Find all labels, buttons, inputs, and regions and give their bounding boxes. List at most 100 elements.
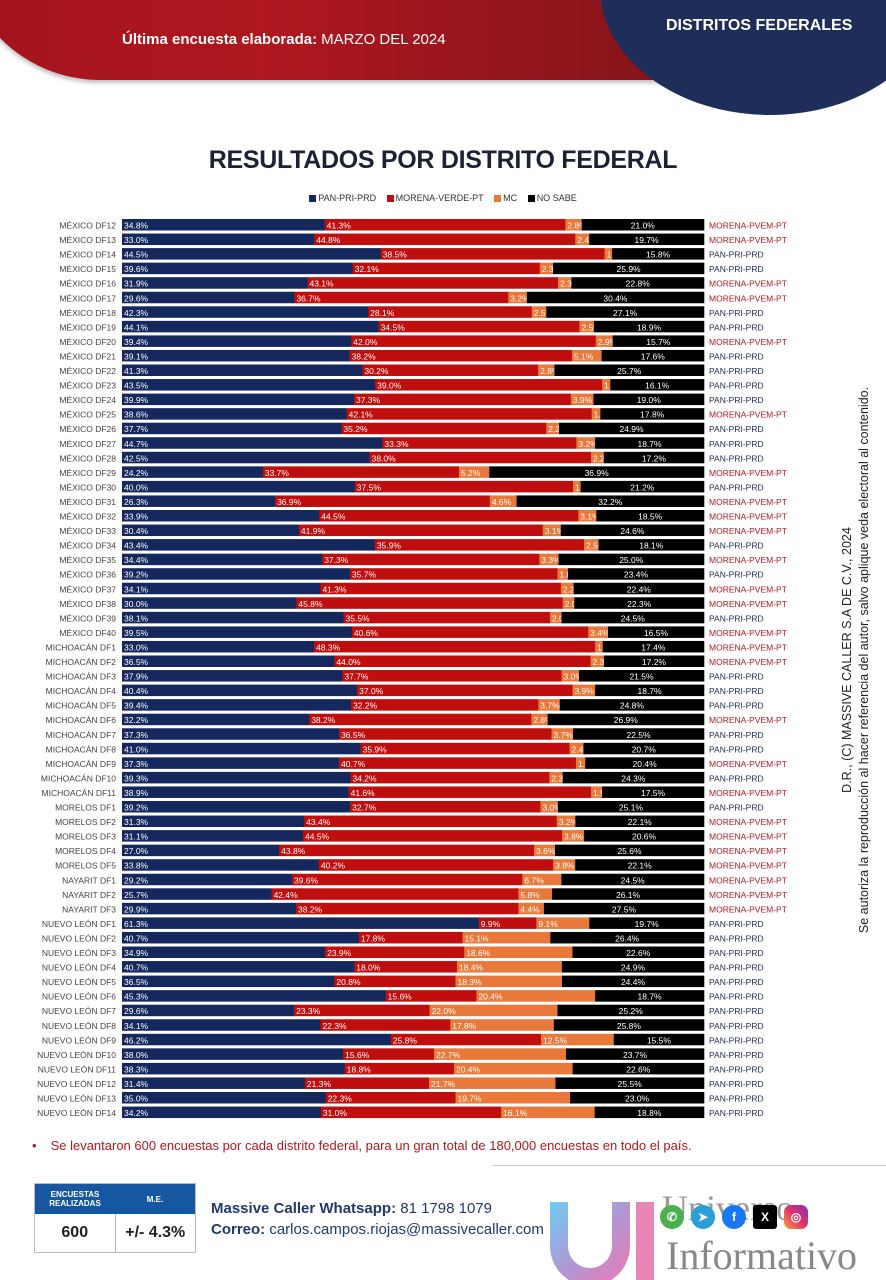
data-label-nosabe: 16.1% (645, 381, 670, 391)
data-label-nosabe: 21.0% (631, 221, 656, 231)
bar-segment-pan (122, 946, 326, 958)
data-label-mc: 5.1% (574, 351, 594, 361)
bar-segment-morena (357, 684, 573, 697)
bar-segment-pan (122, 320, 379, 333)
district-label: MORELOS DF2 (55, 817, 116, 827)
data-label-morena: 41.9% (301, 526, 326, 536)
data-label-nosabe: 23.0% (625, 1094, 650, 1104)
data-label-mc: 21.7% (431, 1079, 456, 1089)
bar-segment-mc (549, 771, 564, 784)
telegram-icon[interactable]: ➤ (691, 1205, 715, 1229)
email-address[interactable]: carlos.campos.riojas@massivecaller.com (269, 1221, 544, 1238)
district-label: MICHOACÁN DF6 (46, 715, 117, 725)
facebook-icon[interactable]: f (722, 1205, 746, 1229)
district-label: MICHOACÁN DF4 (46, 686, 117, 696)
whatsapp-icon[interactable]: ✆ (660, 1205, 684, 1229)
data-label-mc: 2.5% (586, 541, 606, 551)
bar-segment-nosabe (557, 1004, 705, 1017)
bar-segment-mc (595, 335, 613, 347)
bar-segment-mc (456, 961, 563, 973)
data-label-morena: 31.0% (323, 1108, 348, 1118)
data-label-morena: 36.5% (341, 730, 366, 740)
data-label-morena: 45.8% (298, 599, 323, 609)
bar-segment-nosabe (607, 626, 705, 638)
bar-segment-pan (122, 801, 351, 813)
surveys-header: ENCUESTAS REALIZADAS (49, 1190, 101, 1208)
data-label-nosabe: 18.1% (639, 541, 664, 551)
bar-segment-nosabe (578, 670, 705, 682)
chart-row: MÉXICO DF20 39.4% 42.0% 2.9% 15.7% MORENA-PVE… (59, 335, 787, 347)
bar-segment-morena (346, 408, 592, 420)
bar-segment-nosabe (572, 1062, 705, 1075)
bar-segment-morena (362, 364, 539, 376)
winner-label: MORENA-PVEM-PT (709, 861, 787, 871)
bar-segment-mc (602, 379, 611, 391)
winner-label: MORENA-PVEM-PT (709, 715, 787, 725)
chart-row: MÉXICO DF28 42.5% 38.0% 2.2% 17.2% PAN-PRI-PR… (59, 451, 764, 464)
data-label-mc: 15.1% (464, 933, 489, 943)
data-label-pan: 44.1% (124, 322, 149, 332)
bar-segment-mc (455, 1092, 571, 1104)
data-label-pan: 33.0% (124, 642, 149, 652)
data-label-mc: 3.8% (564, 832, 584, 842)
bar-segment-pan (122, 873, 293, 886)
data-label-mc: 18.4% (459, 963, 484, 973)
chart-row: MÉXICO DF3639.2%35.7%1.8%23.4%PAN-PRI-PR… (59, 568, 764, 580)
winner-label: PAN-PRI-PRD (709, 264, 764, 274)
district-label: MÉXICO DF17 (59, 293, 116, 303)
bar-segment-nosabe (557, 801, 705, 813)
email-label: Correo: (211, 1221, 266, 1238)
bar-segment-nosabe (612, 248, 705, 260)
data-label-pan: 32.2% (124, 715, 149, 725)
margin-error-value: +/- 4.3% (114, 1214, 196, 1252)
chart-row: MÉXICO DF34 43.4% 35.9% 2.5% 18.1% PAN-PRI-PR… (59, 539, 764, 551)
data-label-pan: 31.9% (124, 279, 149, 289)
bar-segment-mc (590, 451, 605, 464)
winner-label: PAN-PRI-PRD (709, 686, 764, 696)
chart-row: MORELOS DF1 39.2% 32.7% 3.0% 25.1% PAN-PRI-PR… (55, 801, 764, 813)
data-label-nosabe: 25.1% (619, 803, 644, 813)
bar-segment-morena (385, 990, 477, 1002)
data-label-nosabe: 25.0% (619, 555, 644, 565)
data-label-morena: 34.5% (381, 322, 406, 332)
x-icon[interactable]: X (753, 1205, 777, 1229)
bar-segment-pan (122, 437, 383, 449)
bar-segment-pan (122, 306, 369, 318)
data-label-morena: 44.5% (305, 832, 330, 842)
data-label-morena: 15.6% (345, 1050, 370, 1060)
bar-segment-morena (279, 844, 535, 857)
bar-segment-pan (122, 1048, 344, 1060)
bar-segment-pan (122, 539, 376, 551)
header-red-banner (0, 0, 720, 80)
bar-segment-mc (538, 364, 555, 376)
data-label-nosabe: 15.7% (646, 337, 671, 347)
district-label: MÉXICO DF22 (59, 366, 116, 376)
chart-row: NUEVO LEÓN DF9 46.2% 25.8% 12.5% 15.5% PAN-PR… (42, 1033, 764, 1046)
district-label: MÉXICO DF20 (59, 337, 116, 347)
district-label: NUEVO LEÓN DF1 (42, 919, 116, 929)
district-label: MICHOACÁN DF7 (46, 730, 117, 740)
bar-segment-morena (382, 437, 577, 449)
bar-segment-morena (352, 262, 541, 275)
data-label-nosabe: 17.8% (640, 410, 665, 420)
data-label-pan: 40.0% (124, 482, 149, 492)
whatsapp-number[interactable]: 81 1798 1079 (400, 1200, 492, 1217)
data-label-pan: 29.2% (124, 875, 149, 885)
data-label-mc: 20.4% (478, 992, 503, 1002)
data-label-mc: 3.6% (536, 846, 556, 856)
instagram-icon[interactable]: ◎ (784, 1205, 808, 1229)
chart-row: MÉXICO DF22 41.3% 30.2% 2.8% 25.7% PAN-PRI-PR… (59, 364, 764, 376)
data-label-nosabe: 17.5% (641, 788, 666, 798)
data-label-morena: 18.0% (356, 963, 381, 973)
data-label-mc: 12.5% (543, 1035, 568, 1045)
data-label-mc: 3.2% (559, 817, 579, 827)
data-label-mc: 16.1% (503, 1108, 528, 1118)
bar-segment-mc (540, 801, 559, 813)
chart-row: MÉXICO DF24 39.9% 37.3% 3.9% 19.0% PAN-PRI-PR… (59, 393, 764, 406)
bar-segment-nosabe (559, 699, 705, 711)
bar-segment-morena (314, 640, 596, 653)
bar-segment-mc (542, 524, 562, 537)
chart-row: MÉXICO DF32 33.9% 44.5% 3.1% 18.5% MORENA-PVE… (59, 510, 787, 522)
bar-segment-mc (572, 684, 596, 697)
bar-segment-nosabe (612, 335, 705, 347)
